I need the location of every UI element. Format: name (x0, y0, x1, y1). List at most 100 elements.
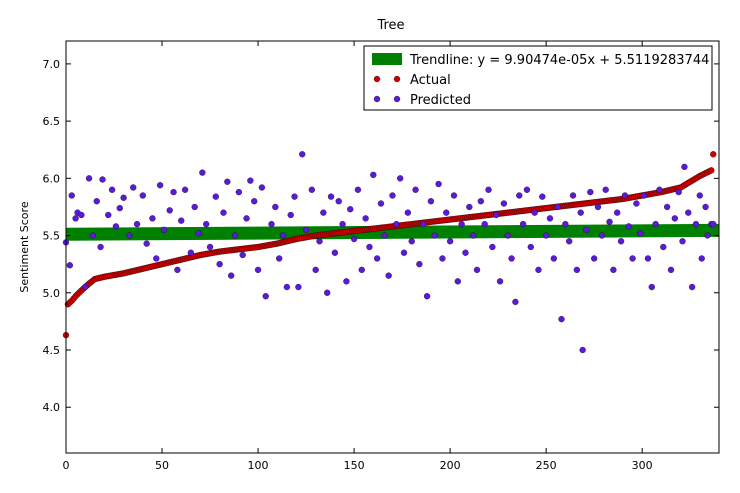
predicted-point (477, 198, 484, 205)
predicted-point (272, 203, 279, 211)
predicted-point (439, 255, 446, 262)
predicted-point (550, 255, 557, 262)
predicted-point (466, 203, 473, 211)
predicted-point (531, 209, 538, 216)
predicted-point (228, 272, 235, 279)
predicted-point (640, 192, 648, 199)
predicted-point (577, 209, 584, 216)
predicted-point (85, 175, 93, 182)
predicted-point (216, 261, 223, 268)
predicted-point (126, 232, 133, 239)
x-tick-label: 200 (440, 459, 461, 472)
predicted-point (504, 232, 511, 239)
predicted-point (181, 186, 189, 193)
predicted-point (671, 215, 678, 222)
predicted-point (324, 289, 331, 296)
predicted-point (412, 186, 419, 193)
legend-marker (393, 75, 401, 83)
predicted-point (660, 243, 667, 251)
predicted-point (72, 215, 79, 222)
predicted-point (481, 220, 488, 228)
predicted-point (385, 272, 392, 279)
predicted-point (579, 346, 586, 354)
predicted-point (258, 184, 266, 191)
predicted-point (116, 204, 123, 212)
predicted-point (335, 198, 342, 205)
predicted-point (279, 232, 287, 239)
predicted-point (450, 192, 458, 199)
predicted-point (254, 266, 262, 274)
y-tick-label: 4.5 (43, 344, 61, 357)
predicted-point (362, 215, 369, 222)
predicted-point (562, 220, 569, 228)
predicted-point (308, 186, 315, 193)
predicted-point (389, 192, 396, 199)
predicted-point (435, 180, 442, 188)
predicted-point (489, 243, 496, 251)
predicted-point (354, 186, 362, 193)
legend-marker (393, 95, 401, 103)
y-tick-label: 4.0 (43, 401, 61, 414)
predicted-point (262, 293, 269, 300)
legend-marker (373, 75, 381, 83)
predicted-point (573, 266, 581, 274)
predicted-point (327, 193, 335, 200)
predicted-point (130, 184, 137, 191)
x-tick-label: 150 (344, 459, 365, 472)
predicted-point (99, 176, 106, 183)
predicted-point (235, 188, 243, 196)
actual-point (710, 151, 717, 158)
y-tick-label: 6.5 (43, 115, 61, 128)
predicted-point (427, 198, 435, 205)
predicted-point (105, 211, 112, 219)
predicted-point (681, 163, 688, 171)
predicted-point (496, 278, 504, 285)
predicted-point (93, 198, 100, 205)
predicted-point (470, 232, 477, 239)
predicted-point (312, 266, 319, 274)
predicted-point (66, 262, 73, 269)
predicted-point (535, 266, 542, 274)
predicted-point (156, 182, 164, 189)
predicted-point (667, 266, 675, 274)
predicted-point (160, 226, 168, 233)
predicted-point (302, 226, 310, 233)
predicted-point (688, 283, 696, 291)
predicted-point (416, 261, 423, 268)
predicted-point (485, 186, 492, 193)
predicted-point (153, 255, 160, 262)
predicted-point (404, 209, 412, 216)
predicted-point (602, 186, 609, 193)
predicted-point (212, 193, 219, 200)
predicted-point (224, 178, 231, 185)
predicted-point (516, 192, 523, 199)
predicted-point (710, 220, 717, 228)
predicted-point (583, 226, 590, 233)
predicted-point (554, 203, 561, 211)
legend-series-label: Predicted (410, 93, 471, 108)
predicted-point (251, 198, 258, 205)
predicted-point (500, 200, 508, 207)
predicted-point (698, 255, 705, 262)
predicted-point (539, 193, 546, 200)
predicted-point (149, 215, 156, 222)
predicted-point (591, 255, 598, 262)
predicted-point (397, 175, 404, 182)
predicted-point (446, 238, 454, 245)
predicted-point (97, 243, 104, 251)
predicted-point (187, 249, 194, 256)
predicted-point (366, 243, 373, 251)
predicted-point (82, 283, 89, 291)
predicted-point (68, 192, 75, 199)
predicted-point (350, 235, 358, 243)
x-tick-label: 0 (63, 459, 70, 472)
predicted-point (420, 220, 427, 228)
x-tick-label: 50 (155, 459, 169, 472)
x-tick-label: 300 (632, 459, 653, 472)
predicted-point (195, 230, 202, 237)
predicted-point (652, 220, 659, 228)
predicted-point (546, 215, 554, 222)
predicted-point (614, 209, 621, 216)
predicted-point (381, 232, 388, 239)
